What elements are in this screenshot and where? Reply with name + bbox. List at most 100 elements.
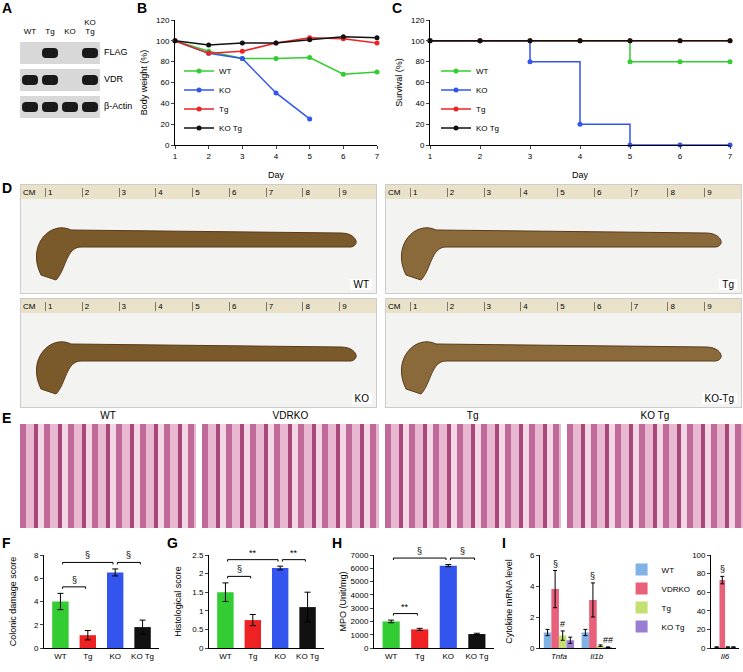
svg-text:5000: 5000 xyxy=(351,577,369,586)
svg-text:120: 120 xyxy=(156,16,170,25)
svg-text:Il1b: Il1b xyxy=(590,652,603,661)
svg-text:Tg: Tg xyxy=(415,652,424,661)
svg-text:Survival (%): Survival (%) xyxy=(394,58,404,107)
svg-text:2: 2 xyxy=(34,621,39,630)
svg-text:3: 3 xyxy=(528,152,533,161)
svg-text:§: § xyxy=(72,575,77,585)
svg-text:§: § xyxy=(417,546,422,556)
svg-text:1.5: 1.5 xyxy=(192,588,204,597)
svg-text:3: 3 xyxy=(240,152,245,161)
svg-text:KO Tg: KO Tg xyxy=(662,623,685,632)
svg-text:§: § xyxy=(85,550,90,560)
svg-text:WT: WT xyxy=(662,566,675,575)
svg-text:Tg: Tg xyxy=(219,105,228,114)
svg-text:8: 8 xyxy=(34,551,39,560)
svg-text:Colonic damage score: Colonic damage score xyxy=(8,557,18,647)
svg-text:5: 5 xyxy=(628,152,633,161)
svg-text:4: 4 xyxy=(578,152,583,161)
svg-text:WT: WT xyxy=(219,652,232,661)
svg-text:1: 1 xyxy=(173,152,178,161)
svg-text:#: # xyxy=(560,619,565,629)
svg-text:Tg: Tg xyxy=(476,105,485,114)
svg-text:§: § xyxy=(720,564,725,574)
svg-text:80: 80 xyxy=(697,569,706,578)
svg-text:KO Tg: KO Tg xyxy=(476,124,499,133)
svg-text:§: § xyxy=(237,564,242,574)
svg-text:2: 2 xyxy=(199,569,204,578)
svg-text:Day: Day xyxy=(572,170,589,180)
svg-text:0: 0 xyxy=(530,644,535,653)
svg-text:0: 0 xyxy=(199,644,204,653)
svg-text:VDRKO: VDRKO xyxy=(662,585,690,594)
svg-text:3000: 3000 xyxy=(351,604,369,613)
svg-text:KO Tg: KO Tg xyxy=(131,652,154,661)
svg-text:0: 0 xyxy=(364,644,369,653)
svg-text:80: 80 xyxy=(415,57,424,66)
svg-text:WT: WT xyxy=(476,67,489,76)
svg-text:2.5: 2.5 xyxy=(192,551,204,560)
svg-text:60: 60 xyxy=(160,78,169,87)
svg-text:0.5: 0.5 xyxy=(192,625,204,634)
svg-text:Body weight (%): Body weight (%) xyxy=(139,50,149,116)
svg-text:6: 6 xyxy=(678,152,683,161)
svg-text:**: ** xyxy=(290,548,298,558)
svg-text:Cytokine mRNA level: Cytokine mRNA level xyxy=(504,559,514,644)
svg-text:40: 40 xyxy=(415,99,424,108)
svg-text:4000: 4000 xyxy=(351,591,369,600)
svg-text:2000: 2000 xyxy=(351,617,369,626)
svg-text:0: 0 xyxy=(420,141,425,150)
svg-text:MPO (Unit/mg): MPO (Unit/mg) xyxy=(338,571,348,631)
svg-text:§: § xyxy=(460,546,465,556)
svg-text:6000: 6000 xyxy=(351,564,369,573)
svg-text:**: ** xyxy=(249,548,257,558)
svg-text:Tnfa: Tnfa xyxy=(551,652,568,661)
svg-text:7: 7 xyxy=(375,152,380,161)
svg-text:##: ## xyxy=(603,635,613,645)
svg-text:WT: WT xyxy=(54,652,67,661)
svg-text:WT: WT xyxy=(219,67,232,76)
svg-text:Tg: Tg xyxy=(248,652,257,661)
svg-text:6: 6 xyxy=(341,152,346,161)
svg-text:1: 1 xyxy=(428,152,433,161)
svg-text:2: 2 xyxy=(478,152,483,161)
svg-text:2: 2 xyxy=(530,613,535,622)
svg-text:Tg: Tg xyxy=(662,604,671,613)
svg-text:120: 120 xyxy=(411,16,425,25)
svg-text:60: 60 xyxy=(697,588,706,597)
svg-text:20: 20 xyxy=(415,120,424,129)
svg-text:§: § xyxy=(126,550,131,560)
svg-text:20: 20 xyxy=(160,120,169,129)
svg-text:7000: 7000 xyxy=(351,551,369,560)
svg-text:6: 6 xyxy=(530,551,535,560)
svg-text:80: 80 xyxy=(160,57,169,66)
svg-text:0: 0 xyxy=(34,644,39,653)
svg-text:Il6: Il6 xyxy=(721,652,730,661)
svg-text:KO: KO xyxy=(476,86,488,95)
svg-text:KO Tg: KO Tg xyxy=(465,652,488,661)
svg-text:7: 7 xyxy=(728,152,733,161)
svg-text:1000: 1000 xyxy=(351,631,369,640)
svg-text:**: ** xyxy=(401,602,409,612)
svg-text:100: 100 xyxy=(411,37,425,46)
svg-text:1: 1 xyxy=(199,607,204,616)
svg-text:§: § xyxy=(553,559,558,569)
svg-text:KO: KO xyxy=(274,652,286,661)
svg-text:5: 5 xyxy=(307,152,312,161)
svg-text:4: 4 xyxy=(274,152,279,161)
svg-text:100: 100 xyxy=(692,551,706,560)
svg-text:KO: KO xyxy=(443,652,455,661)
svg-text:KO Tg: KO Tg xyxy=(219,124,242,133)
svg-text:KO: KO xyxy=(219,86,231,95)
svg-text:KO: KO xyxy=(109,652,121,661)
svg-text:60: 60 xyxy=(415,78,424,87)
svg-text:20: 20 xyxy=(697,625,706,634)
svg-text:0: 0 xyxy=(701,644,706,653)
svg-text:§: § xyxy=(590,571,595,581)
svg-text:100: 100 xyxy=(156,37,170,46)
svg-text:4: 4 xyxy=(34,597,39,606)
svg-text:6: 6 xyxy=(34,574,39,583)
svg-text:Tg: Tg xyxy=(83,652,92,661)
svg-text:2: 2 xyxy=(206,152,211,161)
svg-text:40: 40 xyxy=(697,607,706,616)
svg-text:0: 0 xyxy=(165,141,170,150)
